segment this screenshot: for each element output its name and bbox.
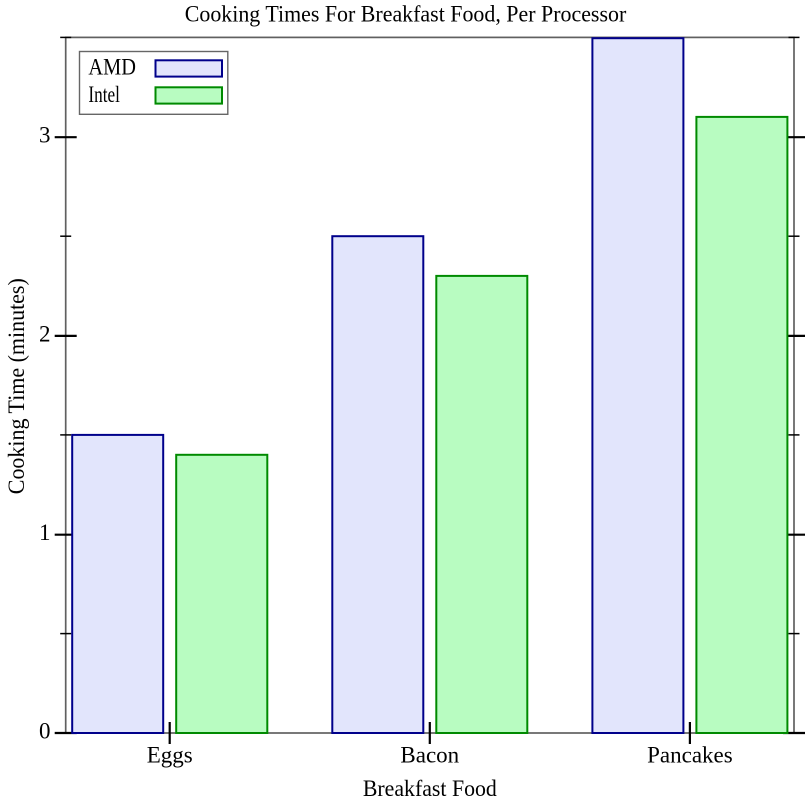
svg-text:Eggs: Eggs — [147, 743, 193, 768]
svg-text:Cooking Times For Breakfast Fo: Cooking Times For Breakfast Food, Per Pr… — [185, 2, 627, 27]
svg-text:Breakfast Food: Breakfast Food — [363, 776, 497, 801]
svg-text:0: 0 — [39, 719, 51, 744]
svg-text:Cooking Time (minutes): Cooking Time (minutes) — [4, 278, 29, 494]
svg-text:Pancakes: Pancakes — [647, 743, 733, 768]
svg-text:2: 2 — [39, 321, 51, 346]
svg-text:1: 1 — [39, 520, 51, 545]
svg-text:Bacon: Bacon — [400, 743, 459, 768]
svg-text:3: 3 — [39, 123, 51, 148]
svg-text:Intel: Intel — [88, 82, 120, 107]
svg-text:AMD: AMD — [88, 54, 135, 79]
